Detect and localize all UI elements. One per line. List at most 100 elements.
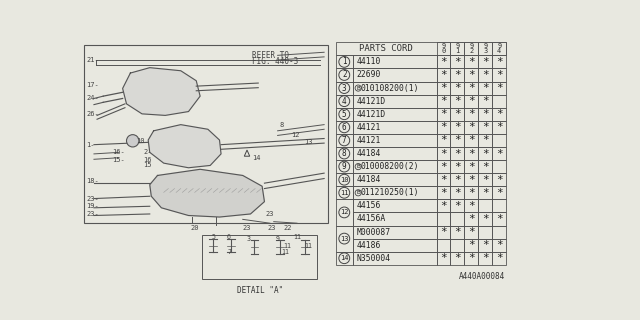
Bar [436,212,451,226]
Text: B: B [356,85,360,91]
Text: *: * [454,201,461,211]
Bar [353,173,436,186]
Text: 26-: 26- [86,111,99,117]
Bar [451,160,465,173]
Text: *: * [482,240,489,250]
Bar [465,147,478,160]
Text: 17-: 17- [86,82,99,88]
Text: 11: 11 [293,234,301,240]
Bar [436,147,451,160]
Bar [436,173,451,186]
Bar [353,82,436,95]
Bar [465,95,478,108]
Bar [436,42,451,55]
Text: *: * [454,148,461,158]
Text: *: * [440,162,447,172]
Bar [353,134,436,147]
Bar [492,173,506,186]
Bar [492,239,506,252]
Text: *: * [468,96,475,106]
Bar [353,186,436,199]
Text: 23-: 23- [86,196,99,202]
Text: *: * [454,135,461,145]
Text: *: * [440,188,447,198]
Text: *: * [496,83,502,93]
Text: *: * [468,122,475,132]
Text: 44121: 44121 [356,136,381,145]
Bar [436,134,451,147]
Text: A440A00084: A440A00084 [458,272,505,281]
Bar [84,44,328,223]
Text: 44110: 44110 [356,57,381,66]
Text: 20: 20 [191,225,199,231]
Circle shape [127,135,139,147]
Bar [478,186,492,199]
Text: 1-: 1- [86,142,95,148]
Bar [492,121,506,134]
Text: 11: 11 [283,243,291,249]
Text: 010008200(2): 010008200(2) [360,162,419,171]
Text: 14: 14 [340,255,349,261]
Text: 22: 22 [284,225,292,231]
Bar [465,186,478,199]
Text: 9
1: 9 1 [455,43,460,54]
Bar [492,55,506,68]
Text: 5: 5 [211,234,215,240]
Bar [478,95,492,108]
Bar [478,199,492,212]
Text: 8: 8 [342,149,347,158]
Text: *: * [496,122,502,132]
Text: 44156: 44156 [356,201,381,210]
Text: B: B [356,164,360,169]
Text: DETAIL "A": DETAIL "A" [237,285,283,295]
Bar [336,147,353,160]
Text: *: * [496,109,502,119]
Text: *: * [468,57,475,67]
Text: *: * [468,227,475,237]
Text: 14: 14 [252,155,261,161]
Bar [336,108,353,121]
Text: *: * [454,227,461,237]
Text: *: * [454,96,461,106]
Text: 1: 1 [342,57,347,66]
Bar [202,235,317,279]
Text: *: * [468,201,475,211]
Bar [465,134,478,147]
Bar [478,226,492,239]
Bar [478,42,492,55]
Bar [353,226,436,239]
Text: *: * [454,109,461,119]
Text: *: * [468,214,475,224]
Text: *: * [440,83,447,93]
Text: *: * [482,83,489,93]
Bar [436,160,451,173]
Text: 19-: 19- [86,203,99,209]
Text: 8: 8 [280,122,284,128]
Text: 18-: 18- [86,178,99,184]
Bar [465,68,478,82]
Text: *: * [454,57,461,67]
Text: *: * [468,135,475,145]
Bar [478,173,492,186]
Bar [353,199,436,212]
Text: 11: 11 [282,250,289,255]
Bar [353,55,436,68]
Bar [492,42,506,55]
Bar [478,82,492,95]
Text: *: * [440,227,447,237]
Text: 24-: 24- [86,95,99,101]
Bar [336,252,353,265]
Text: *: * [454,175,461,185]
Text: *: * [482,162,489,172]
Text: *: * [454,83,461,93]
Bar [336,95,353,108]
Bar [451,95,465,108]
Bar [353,147,436,160]
Bar [336,134,353,147]
Text: *: * [496,214,502,224]
Bar [465,55,478,68]
Text: *: * [440,122,447,132]
Bar [492,82,506,95]
Text: 9
4: 9 4 [497,43,501,54]
Bar [451,82,465,95]
